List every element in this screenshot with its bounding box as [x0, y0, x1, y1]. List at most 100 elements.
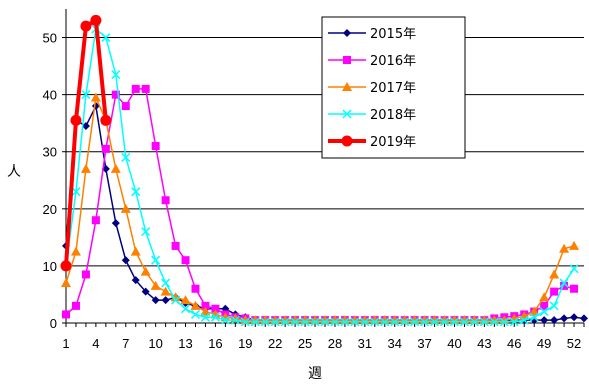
data-point-3-34 [390, 317, 400, 327]
data-point-2-10 [150, 280, 161, 290]
legend: 2015年 2016年 2017年 2018年 2019年 [321, 16, 466, 159]
data-point-3-29 [340, 317, 350, 327]
data-point-3-38 [430, 317, 440, 327]
data-point-2-16 [210, 309, 221, 319]
data-point-3-22 [270, 317, 280, 327]
data-point-3-2 [71, 187, 81, 197]
data-point-2-15 [200, 306, 211, 316]
data-point-3-5 [101, 33, 111, 43]
data-point-3-14 [190, 309, 201, 319]
data-point-3-28 [330, 317, 340, 327]
data-point-0-7 [121, 256, 130, 265]
data-point-1-8 [131, 84, 140, 93]
data-point-3-40 [449, 317, 460, 327]
data-point-2-6 [110, 163, 121, 173]
data-point-1-12 [171, 241, 180, 250]
legend-marker-0 [343, 29, 351, 37]
data-point-1-7 [121, 102, 130, 111]
data-point-1-49 [540, 301, 549, 310]
data-point-3-39 [440, 317, 450, 327]
series-3 [61, 24, 579, 327]
data-point-2-49 [539, 292, 550, 302]
data-point-3-32 [370, 317, 380, 327]
x-tick-label-22: 22 [268, 336, 282, 351]
x-tick-label-10: 10 [148, 336, 162, 351]
data-point-2-3 [80, 163, 91, 173]
legend-item-0: 2015年 [328, 27, 416, 42]
data-point-0-11 [161, 296, 170, 305]
data-point-3-35 [400, 317, 410, 327]
data-point-3-15 [200, 312, 210, 322]
data-point-0-9 [141, 287, 150, 296]
series-line-2 [65, 96, 575, 321]
data-point-0-49 [540, 316, 549, 325]
data-point-3-17 [220, 315, 230, 325]
x-tick-label-52: 52 [567, 336, 581, 351]
y-axis-ticks: 0 10 20 30 40 50 [43, 31, 66, 331]
data-point-3-43 [479, 317, 489, 327]
x-axis-label: 週 [308, 366, 322, 382]
x-tick-label-34: 34 [387, 336, 401, 351]
data-point-1-2 [71, 301, 80, 310]
data-point-2-13 [180, 295, 191, 305]
data-point-1-52 [570, 284, 579, 293]
legend-label-1: 2016年 [370, 54, 416, 69]
data-point-2-1 [61, 278, 71, 288]
data-point-2-9 [140, 266, 151, 276]
y-axis-label: 人 [7, 164, 21, 180]
data-point-0-6 [111, 219, 120, 228]
data-point-3-51 [559, 278, 569, 288]
x-tick-label-16: 16 [208, 336, 222, 351]
data-point-2-52 [569, 240, 580, 250]
data-point-3-49 [539, 307, 549, 317]
legend-marker-3 [342, 109, 352, 119]
data-point-4-4 [90, 14, 102, 26]
data-point-4-5 [100, 114, 112, 126]
data-point-3-33 [380, 317, 390, 327]
x-tick-label-28: 28 [328, 336, 342, 351]
data-point-0-3 [81, 122, 90, 131]
x-tick-label-25: 25 [298, 336, 312, 351]
data-point-3-20 [250, 317, 260, 327]
data-point-3-26 [310, 317, 320, 327]
x-tick-label-13: 13 [178, 336, 192, 351]
series-4 [60, 14, 112, 272]
data-point-1-9 [141, 84, 150, 93]
data-point-2-4 [90, 92, 101, 102]
legend-item-4: 2019年 [328, 135, 416, 150]
x-tick-label-49: 49 [537, 336, 551, 351]
series-line-3 [65, 28, 575, 323]
data-point-4-3 [80, 20, 92, 32]
data-point-3-31 [360, 317, 370, 327]
x-tick-label-37: 37 [417, 336, 431, 351]
legend-marker-2 [342, 82, 352, 91]
data-point-2-8 [130, 246, 141, 256]
data-point-3-48 [529, 312, 539, 322]
legend-label-4: 2019年 [370, 135, 416, 150]
data-point-3-46 [509, 317, 519, 327]
data-point-0-53 [580, 314, 588, 323]
data-point-4-1 [60, 260, 72, 272]
data-point-3-19 [240, 317, 250, 327]
x-tick-label-40: 40 [447, 336, 461, 351]
data-point-2-48 [529, 306, 540, 316]
legend-item-2: 2017年 [328, 81, 416, 96]
data-point-4-2 [70, 114, 82, 126]
data-point-3-30 [350, 317, 360, 327]
data-point-3-36 [410, 317, 420, 327]
data-point-3-42 [469, 317, 479, 327]
data-point-3-47 [519, 315, 529, 325]
y-tick-label-40: 40 [43, 88, 57, 103]
data-point-3-18 [230, 315, 240, 325]
legend-marker-4 [341, 135, 353, 147]
data-point-2-14 [190, 300, 201, 310]
x-tick-label-1: 1 [62, 336, 69, 351]
data-point-0-51 [560, 314, 569, 323]
data-point-2-7 [120, 203, 131, 213]
data-point-1-15 [201, 301, 210, 310]
data-point-3-44 [489, 317, 499, 327]
data-point-3-50 [549, 301, 559, 311]
data-point-3-3 [81, 90, 91, 100]
data-point-2-12 [170, 292, 181, 302]
data-point-1-3 [81, 270, 90, 279]
